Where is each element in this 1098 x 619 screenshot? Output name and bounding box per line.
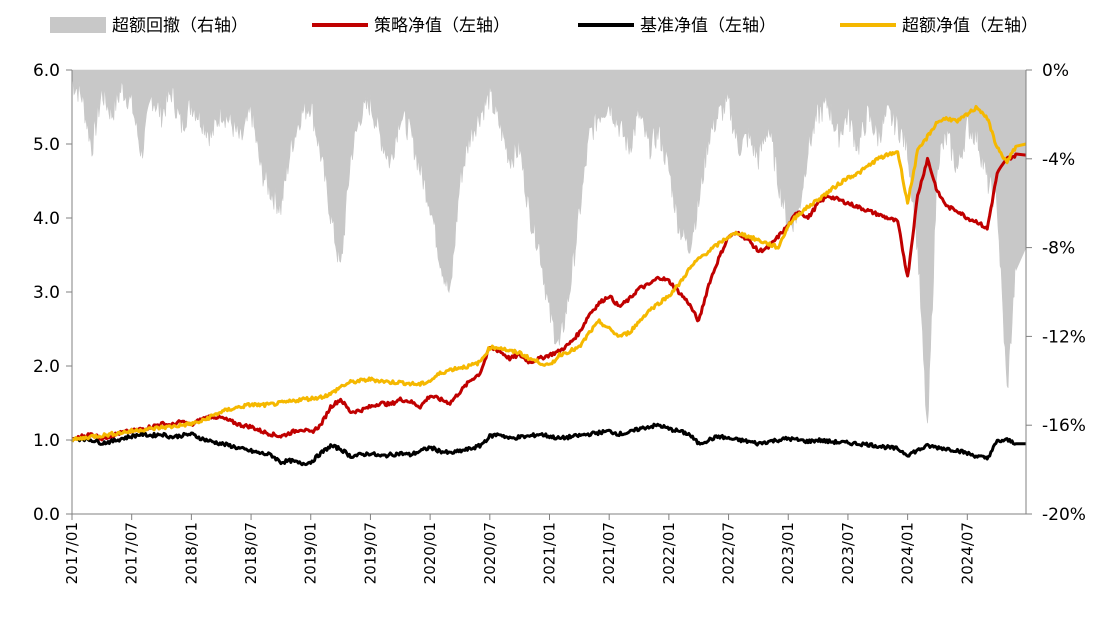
left-axis-tick-label: 4.0 [33,209,60,229]
x-axis-tick-label: 2020/01 [421,522,439,584]
right-axis-tick-label: 0% [1042,61,1069,81]
right-axis-tick-label: -20% [1042,505,1086,525]
x-axis-tick-label: 2021/07 [600,522,618,584]
left-axis-tick-label: 3.0 [33,283,60,303]
right-axis-tick-label: -12% [1042,327,1086,347]
legend-item-benchmark: 基准净值（左轴） [578,16,776,36]
legend-label: 超额回撤（右轴） [112,16,248,36]
right-axis-tick-label: -8% [1042,239,1075,259]
x-axis-tick-label: 2018/01 [182,522,200,584]
series-line-excess [70,104,1027,443]
series-line-benchmark [70,422,1027,467]
left-axis-tick-label: 0.0 [33,505,60,525]
left-axis-tick-label: 1.0 [33,431,60,451]
x-axis-tick-label: 2021/01 [540,522,558,584]
x-axis-tick-label: 2023/01 [779,522,797,584]
drawdown-area-layer [71,69,1027,424]
x-axis-tick-label: 2018/07 [242,522,260,584]
x-axis-tick-label: 2022/01 [660,522,678,584]
legend-item-excess: 超额净值（左轴） [840,16,1038,36]
right-axis-tick-label: -16% [1042,416,1086,436]
legend-label: 基准净值（左轴） [640,16,776,36]
right-axis-tick-label: -4% [1042,150,1075,170]
legend-swatch [50,17,106,33]
x-axis-tick-label: 2019/01 [302,522,320,584]
legend-label: 超额净值（左轴） [902,16,1038,36]
legend-item-strategy: 策略净值（左轴） [312,16,510,36]
x-axis-tick-label: 2020/07 [481,522,499,584]
left-axis-tick-label: 2.0 [33,357,60,377]
x-axis-tick-label: 2017/07 [123,522,141,584]
left-axis-tick-label: 6.0 [33,61,60,81]
net-value-line-layer [70,104,1027,467]
legend-label: 策略净值（左轴） [374,16,510,36]
x-axis-tick-label: 2023/07 [839,522,857,584]
legend: 超额回撤（右轴） 策略净值（左轴） 基准净值（左轴） 超额净值（左轴） [50,16,1038,36]
series-area-drawdown [71,69,1027,424]
x-axis-tick-label: 2024/01 [899,522,917,584]
legend-item-drawdown: 超额回撤（右轴） [50,16,248,36]
left-axis-tick-label: 5.0 [33,135,60,155]
series-line-strategy [71,152,1027,442]
x-axis-tick-label: 2019/07 [361,522,379,584]
axes-layer: 0.0 1.0 2.0 3.0 4.0 5.0 6.0 0% -4% -8% -12% -16% -20… [33,61,1086,584]
x-axis-tick-label: 2024/07 [958,522,976,584]
x-axis-tick-label: 2022/07 [720,522,738,584]
x-axis-tick-label: 2017/01 [63,522,81,584]
